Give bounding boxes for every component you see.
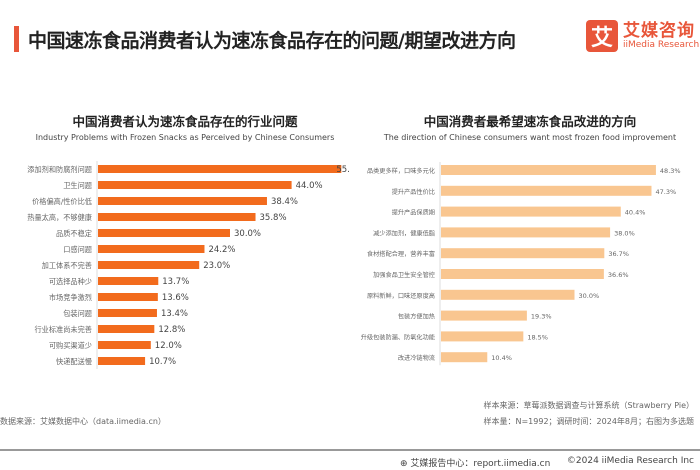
bar — [98, 277, 159, 285]
bar — [98, 245, 205, 253]
category-label: 提升产品保质期 — [392, 209, 435, 217]
bar — [98, 309, 157, 317]
footer-divider — [0, 449, 700, 451]
value-label: 23.0% — [203, 261, 230, 271]
value-label: 13.6% — [162, 293, 189, 303]
left-bar-chart: 添加剂和防腐剂问题 55.3% 卫生问题 44.0% 价格偏高/性价比低 38.4% 热量太… — [27, 161, 350, 369]
logo-name-cn: 艾媒咨询 — [623, 20, 695, 41]
value-label: 38.0% — [614, 229, 635, 237]
category-label: 改进冷链物流 — [398, 354, 435, 362]
category-label: 包装方便加热 — [398, 313, 436, 321]
right-chart-subtitle: The direction of Chinese consumers want … — [383, 133, 677, 142]
value-label: 24.2% — [208, 245, 235, 255]
left-chart-subtitle: Industry Problems with Frozen Snacks as … — [35, 133, 335, 142]
bar — [98, 213, 256, 221]
category-label: 卫生问题 — [63, 181, 92, 190]
category-label: 快递配送慢 — [56, 357, 92, 366]
value-label: 36.6% — [608, 271, 629, 279]
category-label: 可选择品种少 — [49, 277, 92, 286]
value-label: 44.0% — [296, 181, 323, 191]
category-label: 包装问题 — [63, 309, 92, 318]
category-label: 品质不稳定 — [56, 229, 92, 238]
bar — [441, 227, 611, 238]
left-chart-title: 中国消费者认为速冻食品存在的行业问题 — [72, 114, 298, 129]
bar — [441, 185, 652, 196]
bar — [441, 331, 524, 342]
bar — [98, 341, 151, 349]
right-chart-title: 中国消费者最希望速冻食品改进的方向 — [423, 114, 637, 129]
category-label: 热量太高，不够健康 — [27, 213, 92, 222]
report-link: 艾媒报告中心：report.iimedia.cn — [410, 459, 551, 469]
page-title: 中国速冻食品消费者认为速冻食品存在的问题/期望改进方向 — [28, 30, 516, 52]
iimedia-logo: 艾 艾媒咨询 iiMedia Research — [586, 20, 699, 52]
bar — [98, 197, 267, 205]
bar — [98, 357, 146, 365]
logo-name-en: iiMedia Research — [623, 39, 700, 50]
category-label: 原料新鲜，口味还原度高 — [367, 292, 435, 300]
right-bar-chart: 品类更多样，口味多元化 48.3% 提升产品性价比 47.3% 提升产品保质期 40.4%… — [361, 162, 681, 366]
bar — [98, 165, 342, 173]
category-label: 价格偏高/性价比低 — [32, 197, 92, 206]
value-label: 55.3% — [336, 165, 350, 175]
bar — [441, 206, 621, 217]
category-label: 市场竞争激烈 — [49, 293, 92, 302]
value-label: 48.3% — [660, 167, 681, 175]
bar — [98, 325, 155, 333]
value-label: 13.7% — [162, 277, 189, 287]
category-label: 加强食品卫生安全管控 — [373, 271, 435, 279]
value-label: 12.0% — [155, 341, 182, 351]
value-label: 30.0% — [234, 229, 261, 239]
value-label: 30.0% — [579, 292, 600, 300]
category-label: 提升产品性价比 — [392, 188, 435, 196]
bar — [98, 181, 292, 189]
copyright: ©2024 iiMedia Research Inc — [566, 456, 694, 466]
value-label: 35.8% — [260, 213, 287, 223]
bar — [441, 165, 656, 175]
category-label: 品类更多样，口味多元化 — [367, 167, 435, 175]
category-label: 减少添加剂，健康低脂 — [373, 229, 435, 237]
value-label: 19.3% — [531, 313, 552, 321]
category-label: 口感问题 — [63, 245, 92, 254]
value-label: 36.7% — [608, 250, 629, 258]
bar — [98, 229, 230, 237]
category-label: 食材搭配合理，营养丰富 — [367, 250, 435, 258]
data-source: 数据来源：艾媒数据中心（data.iimedia.cn） — [0, 417, 166, 426]
value-label: 12.8% — [158, 325, 185, 335]
bar — [98, 293, 158, 301]
category-label: 加工体系不完善 — [42, 261, 92, 270]
bar — [441, 310, 527, 321]
category-label: 升级包装防漏、防氧化功能 — [361, 333, 435, 341]
sample-info: 样本量：N=1992；调研时间：2024年8月；右图为多选题 — [483, 417, 695, 426]
bar — [441, 352, 488, 363]
report-icon: ⊕ — [400, 459, 411, 469]
value-label: 10.4% — [491, 354, 512, 362]
sample-source: 样本来源：草莓派数据调查与计算系统（Strawberry Pie） — [483, 401, 694, 410]
value-label: 38.4% — [271, 197, 298, 207]
value-label: 47.3% — [655, 188, 676, 196]
logo-mark: 艾 — [586, 20, 618, 52]
category-label: 行业标准尚未完善 — [34, 325, 92, 334]
title-accent-bar — [14, 26, 19, 52]
report-center: ⊕ 艾媒报告中心：report.iimedia.cn — [400, 456, 550, 469]
value-label: 40.4% — [625, 209, 646, 217]
value-label: 13.4% — [161, 309, 188, 319]
category-label: 可购买渠道少 — [49, 341, 92, 350]
category-label: 添加剂和防腐剂问题 — [27, 165, 92, 174]
bar — [98, 261, 200, 269]
bar — [441, 248, 605, 259]
value-label: 18.5% — [527, 333, 548, 341]
bar — [441, 289, 575, 300]
bar — [441, 269, 604, 279]
value-label: 10.7% — [149, 357, 176, 367]
